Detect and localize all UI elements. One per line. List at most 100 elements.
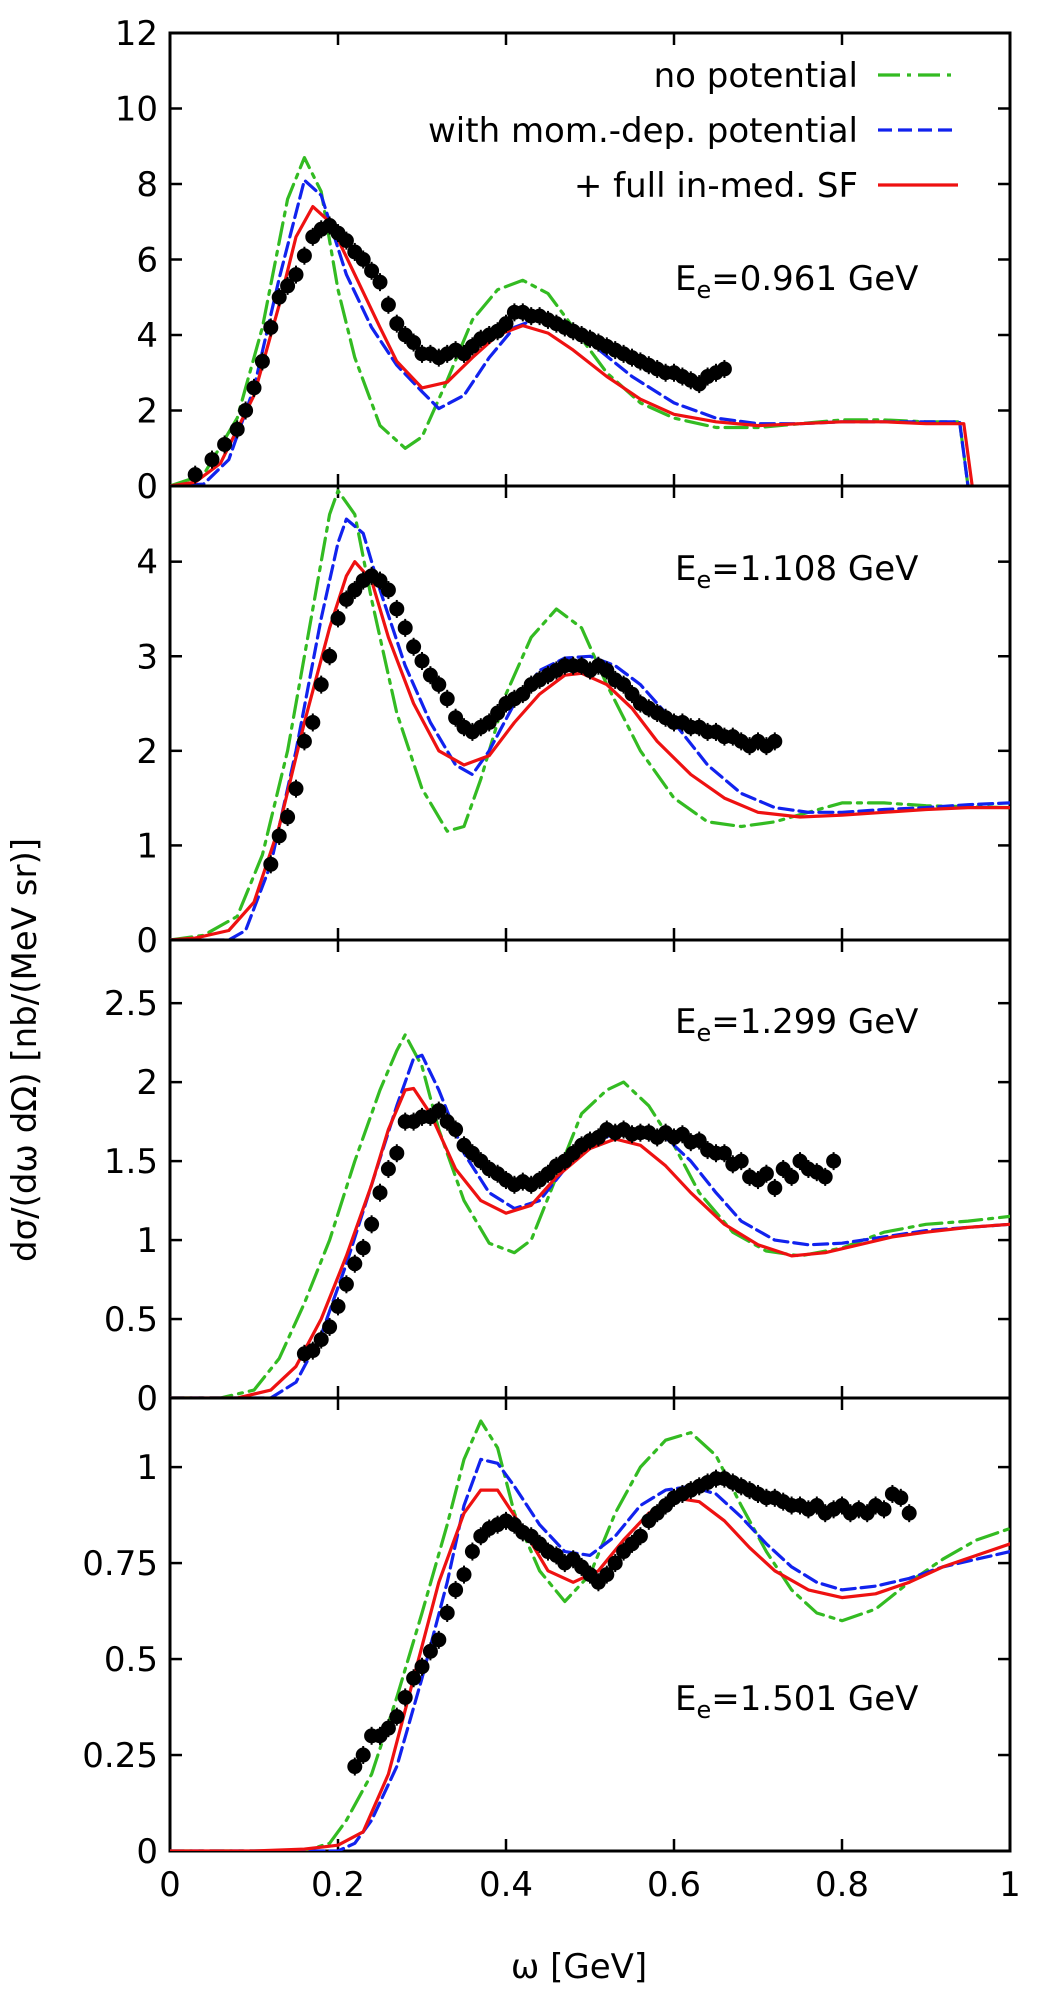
data-point bbox=[397, 620, 413, 636]
y-tick-label: 0.5 bbox=[104, 1640, 158, 1680]
data-point bbox=[313, 1332, 329, 1348]
legend-label: + full in-med. SF bbox=[574, 166, 858, 206]
y-tick-label: 0.25 bbox=[82, 1736, 158, 1776]
data-point bbox=[397, 1689, 413, 1705]
data-point bbox=[271, 289, 287, 305]
energy-symbol: E bbox=[675, 1679, 696, 1719]
experimental-data bbox=[296, 1101, 842, 1363]
x-tick-label: 0.6 bbox=[647, 1865, 701, 1905]
data-point bbox=[305, 1343, 321, 1359]
y-tick-label: 2 bbox=[136, 732, 158, 772]
data-point bbox=[355, 252, 371, 267]
data-point bbox=[439, 1605, 455, 1621]
data-point bbox=[389, 601, 405, 617]
panel-energy-label: Ee=0.961 GeV bbox=[675, 259, 918, 304]
data-point bbox=[406, 639, 422, 655]
panel-energy-label: Ee=1.501 GeV bbox=[675, 1679, 918, 1724]
y-tick-label: 1 bbox=[136, 1221, 158, 1261]
data-point bbox=[330, 610, 346, 626]
data-point bbox=[263, 856, 279, 872]
x-tick-label: 1 bbox=[999, 1865, 1021, 1905]
data-point bbox=[389, 1145, 405, 1161]
data-point bbox=[238, 403, 254, 418]
x-tick-label: 0.4 bbox=[479, 1865, 533, 1905]
data-point bbox=[716, 361, 732, 377]
series-group bbox=[170, 489, 1010, 940]
data-point bbox=[322, 1319, 338, 1335]
data-point bbox=[817, 1169, 833, 1185]
y-tick-label: 1.5 bbox=[104, 1142, 158, 1182]
data-point bbox=[254, 353, 270, 369]
data-point bbox=[305, 714, 321, 730]
legend: no potential with mom.-dep. potential + fu… bbox=[428, 56, 958, 206]
data-point bbox=[229, 421, 245, 437]
panel-3: 0 0.5 1 1.5 2 2.5 Ee=1.299 GeV bbox=[104, 938, 1012, 1419]
data-point bbox=[456, 1567, 472, 1583]
y-tick-label: 2.5 bbox=[104, 984, 158, 1024]
data-point bbox=[632, 1528, 648, 1544]
data-point bbox=[380, 582, 396, 598]
x-tick-label: 0.8 bbox=[815, 1865, 869, 1905]
data-point bbox=[338, 233, 354, 249]
y-tick-label: 3 bbox=[136, 637, 158, 677]
y-tick-label: 12 bbox=[115, 14, 158, 54]
series-line-2 bbox=[170, 1457, 1010, 1851]
data-point bbox=[464, 1544, 480, 1560]
series-line-1 bbox=[170, 1419, 1010, 1851]
x-tick-label: 0 bbox=[159, 1865, 181, 1905]
data-point bbox=[431, 1103, 447, 1119]
data-point bbox=[431, 1632, 447, 1648]
data-point bbox=[414, 653, 430, 669]
x-axis-label: ω [GeV] bbox=[511, 1947, 647, 1987]
y-tick-label: 2 bbox=[136, 392, 158, 432]
data-point bbox=[414, 1659, 430, 1675]
data-point bbox=[758, 1166, 774, 1182]
series-group bbox=[170, 156, 974, 486]
data-point bbox=[733, 1153, 749, 1169]
data-point bbox=[263, 319, 279, 335]
energy-subscript: e bbox=[696, 566, 711, 594]
data-point bbox=[330, 1298, 346, 1314]
data-point bbox=[784, 1169, 800, 1185]
data-point bbox=[599, 1567, 615, 1583]
data-point bbox=[380, 297, 396, 313]
energy-symbol: E bbox=[675, 549, 696, 589]
y-tick-label: 4 bbox=[136, 543, 158, 583]
y-tick-label: 0 bbox=[136, 467, 158, 507]
panel-energy-label: Ee=1.299 GeV bbox=[675, 1002, 918, 1047]
y-tick-label: 10 bbox=[115, 90, 158, 130]
data-point bbox=[716, 1145, 732, 1161]
energy-value: =0.961 GeV bbox=[711, 259, 918, 299]
data-point bbox=[498, 316, 514, 332]
series-line-1 bbox=[170, 489, 1010, 940]
experimental-data bbox=[347, 1469, 917, 1776]
energy-symbol: E bbox=[675, 259, 696, 299]
data-point bbox=[338, 1276, 354, 1292]
y-tick-label: 4 bbox=[136, 316, 158, 356]
data-point bbox=[280, 809, 296, 825]
data-point bbox=[901, 1505, 917, 1521]
y-axis-label: dσ/(dω dΩ) [nb/(MeV sr)] bbox=[5, 838, 45, 1262]
data-point bbox=[876, 1501, 892, 1517]
data-point bbox=[355, 1240, 371, 1256]
energy-value: =1.108 GeV bbox=[711, 549, 918, 589]
data-point bbox=[389, 316, 405, 332]
y-tick-label: 2 bbox=[136, 1063, 158, 1103]
y-tick-label: 6 bbox=[136, 241, 158, 281]
series-line-3 bbox=[170, 1086, 1010, 1398]
data-point bbox=[313, 677, 329, 693]
series-line-3 bbox=[170, 205, 974, 486]
data-point bbox=[406, 1670, 422, 1686]
energy-value: =1.299 GeV bbox=[711, 1002, 918, 1042]
series-group bbox=[170, 1419, 1010, 1851]
data-point bbox=[431, 677, 447, 693]
x-tick-label: 0.2 bbox=[311, 1865, 365, 1905]
data-point bbox=[355, 1747, 371, 1763]
plot-frame bbox=[168, 1396, 1012, 1853]
data-point bbox=[372, 1185, 388, 1201]
data-point bbox=[204, 452, 220, 468]
data-point bbox=[448, 1122, 464, 1138]
data-point bbox=[364, 1216, 380, 1232]
energy-subscript: e bbox=[696, 1019, 711, 1047]
